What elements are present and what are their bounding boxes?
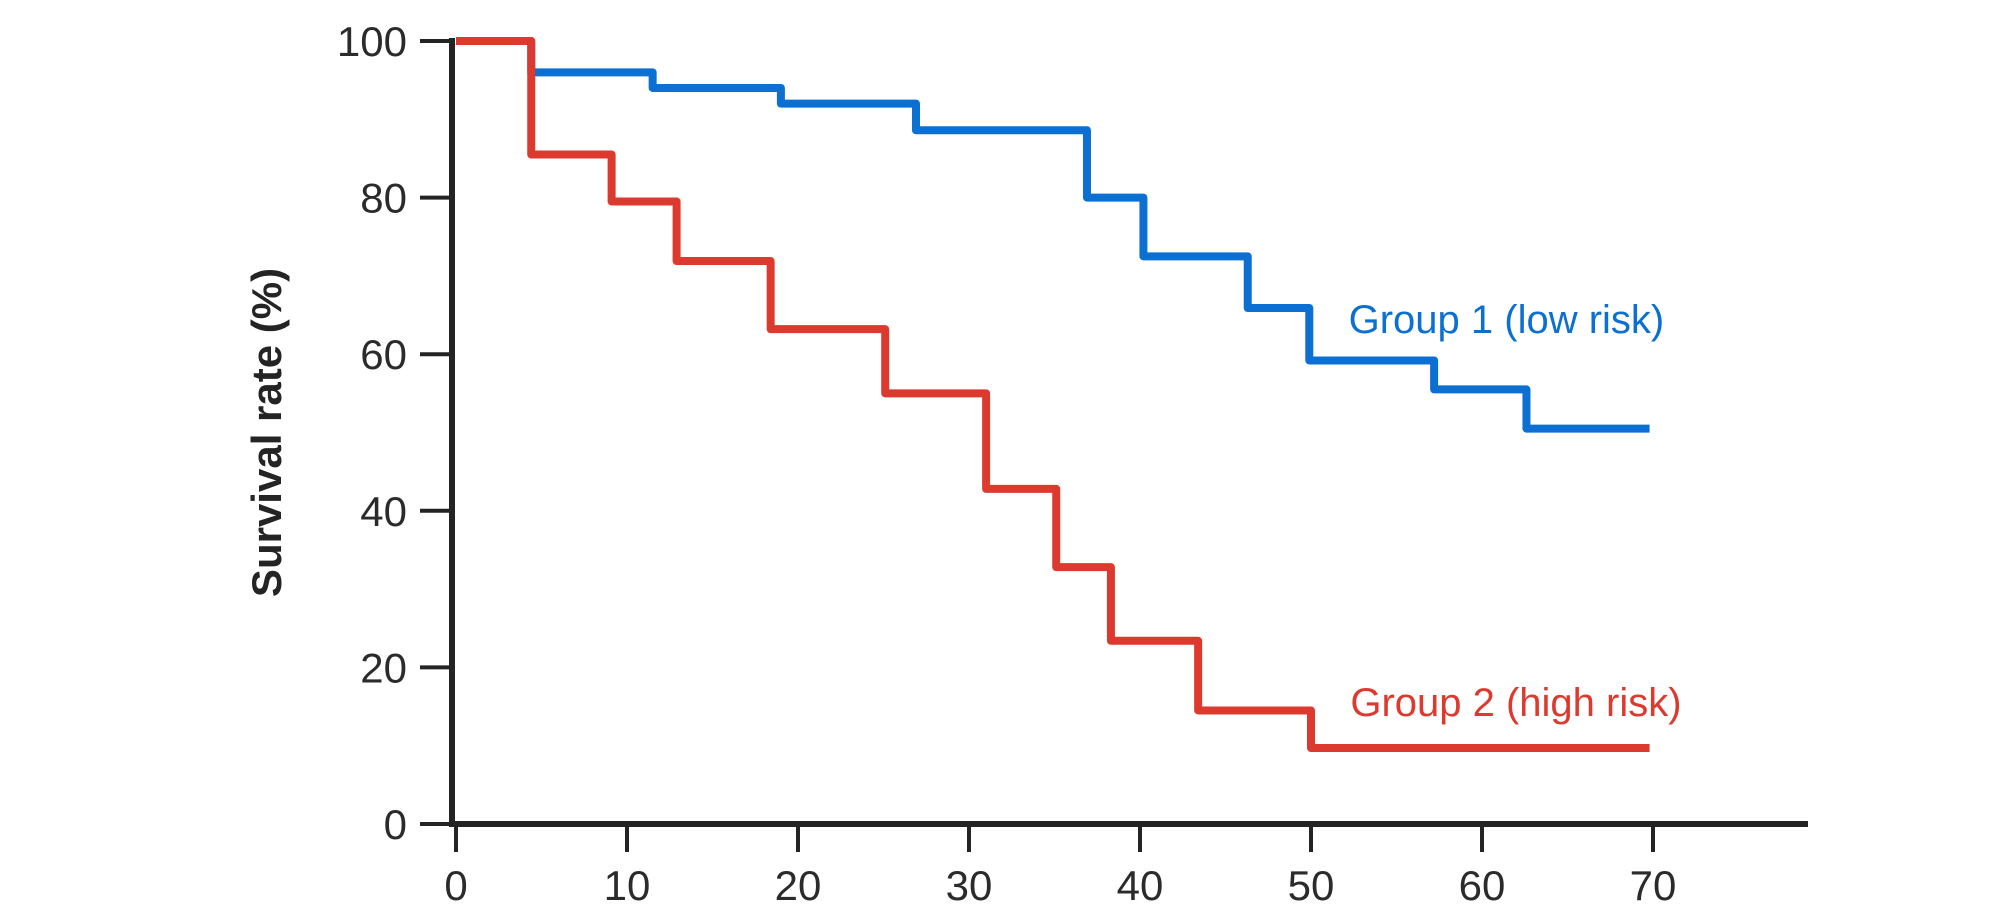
y-tick-label: 40 — [360, 488, 407, 535]
y-tick-label: 100 — [337, 18, 407, 65]
y-tick-label: 20 — [360, 644, 407, 691]
y-tick-label: 80 — [360, 175, 407, 222]
x-tick-label: 40 — [1117, 862, 1164, 909]
series-line-group-1 — [456, 37, 1650, 433]
x-tick-label: 10 — [604, 862, 651, 909]
y-axis-title: Survival rate (%) — [243, 268, 290, 597]
x-tick-label: 30 — [946, 862, 993, 909]
series-line-group-2 — [456, 37, 1650, 753]
series-label-group-2: Group 2 (high risk) — [1350, 681, 1681, 725]
x-tick-label: 70 — [1630, 862, 1677, 909]
x-tick-label: 20 — [775, 862, 822, 909]
x-tick-label: 60 — [1459, 862, 1506, 909]
x-tick-label: 50 — [1288, 862, 1335, 909]
x-tick-label: 0 — [444, 862, 467, 909]
series-label-group-1: Group 1 (low risk) — [1349, 298, 1665, 342]
y-tick-label: 60 — [360, 331, 407, 378]
y-tick-label: 0 — [384, 801, 407, 848]
